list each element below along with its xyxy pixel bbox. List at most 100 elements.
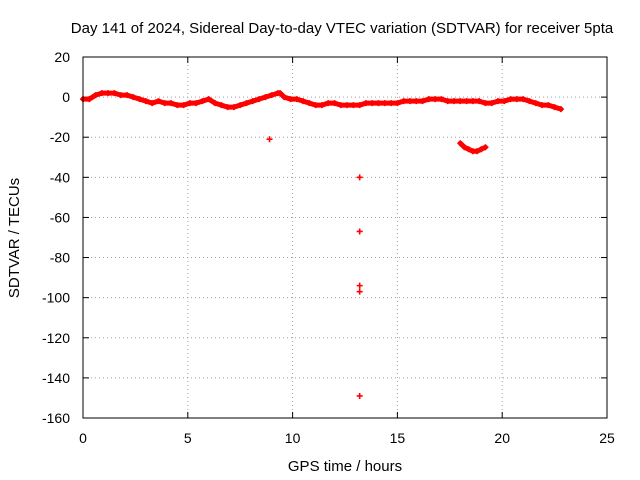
y-tick-label: 0: [62, 89, 70, 105]
data-point: [287, 96, 294, 103]
data-point: [438, 96, 445, 103]
data-point: [306, 100, 313, 107]
data-point: [369, 100, 376, 107]
data-point: [450, 98, 457, 105]
data-point: [444, 98, 451, 105]
data-point: [356, 282, 363, 289]
data-point: [161, 100, 168, 107]
data-point: [474, 148, 481, 155]
y-tick-label: -20: [50, 129, 70, 145]
data-point: [356, 392, 363, 399]
data-point: [124, 92, 131, 99]
data-point: [92, 92, 99, 99]
data-point: [406, 98, 413, 105]
plot-frame: [82, 56, 608, 419]
data-point: [419, 98, 426, 105]
x-tick-label: 20: [494, 430, 510, 446]
data-point: [461, 144, 468, 151]
data-point: [526, 98, 533, 105]
data-point: [482, 144, 489, 151]
data-point: [312, 102, 319, 109]
data-point: [243, 100, 250, 107]
data-point: [388, 100, 395, 107]
data-point: [557, 106, 564, 113]
data-point: [218, 102, 225, 109]
data-point: [539, 102, 546, 109]
data-point: [362, 100, 369, 107]
y-tick-label: -100: [42, 290, 70, 306]
data-point: [356, 102, 363, 109]
chart-title: Day 141 of 2024, Sidereal Day-to-day VTE…: [71, 20, 614, 37]
data-point: [300, 98, 307, 105]
data-point: [463, 98, 470, 105]
data-point: [520, 96, 527, 103]
data-point: [469, 98, 476, 105]
x-tick-label: 5: [184, 430, 192, 446]
x-tick-label: 10: [285, 430, 301, 446]
y-tick-label: -80: [50, 250, 70, 266]
data-point: [375, 100, 382, 107]
data-point: [262, 94, 269, 101]
data-point: [98, 90, 105, 97]
data-point: [168, 100, 175, 107]
data-point: [344, 102, 351, 109]
data-point: [199, 98, 206, 105]
data-point: [507, 96, 514, 103]
data-point: [457, 98, 464, 105]
data-point: [476, 98, 483, 105]
x-tick-label: 0: [79, 430, 87, 446]
data-point: [212, 100, 219, 107]
y-tick-label: -60: [50, 209, 70, 225]
y-tick-label: 20: [54, 49, 70, 65]
data-point: [478, 146, 485, 153]
data-point: [117, 92, 124, 99]
data-point: [281, 94, 288, 101]
data-point: [356, 174, 363, 181]
data-point: [457, 140, 464, 147]
data-point: [337, 102, 344, 109]
data-point: [155, 98, 162, 105]
data-point: [142, 98, 149, 105]
data-point: [174, 102, 181, 109]
y-tick-label: -40: [50, 169, 70, 185]
data-point: [111, 90, 118, 97]
data-point: [277, 90, 284, 97]
data-point: [482, 100, 489, 107]
y-tick-label: -120: [42, 330, 70, 346]
data-point: [551, 104, 558, 111]
x-axis-label: GPS time / hours: [288, 458, 402, 475]
data-point: [230, 104, 237, 111]
data-point: [381, 100, 388, 107]
data-point: [256, 96, 263, 103]
data-point: [86, 96, 93, 103]
data-point: [237, 102, 244, 109]
data-point: [545, 102, 552, 109]
data-series: [80, 90, 564, 399]
x-tick-label: 15: [390, 430, 406, 446]
data-point: [331, 100, 338, 107]
data-point: [432, 96, 439, 103]
data-point: [105, 90, 112, 97]
data-point: [356, 228, 363, 235]
data-point: [356, 288, 363, 295]
y-tick-label: -140: [42, 370, 70, 386]
data-point: [266, 136, 273, 143]
data-point: [318, 102, 325, 109]
data-point: [501, 98, 508, 105]
data-point: [130, 94, 137, 101]
data-point: [495, 98, 502, 105]
data-point: [180, 102, 187, 109]
data-point: [394, 100, 401, 107]
data-point: [224, 104, 231, 111]
data-point: [193, 100, 200, 107]
data-point: [268, 92, 275, 99]
data-point: [413, 98, 420, 105]
series-sdtvar: [80, 90, 564, 399]
data-point: [425, 96, 432, 103]
data-point: [350, 102, 357, 109]
data-point: [136, 96, 143, 103]
data-point: [465, 146, 472, 153]
data-point: [325, 100, 332, 107]
